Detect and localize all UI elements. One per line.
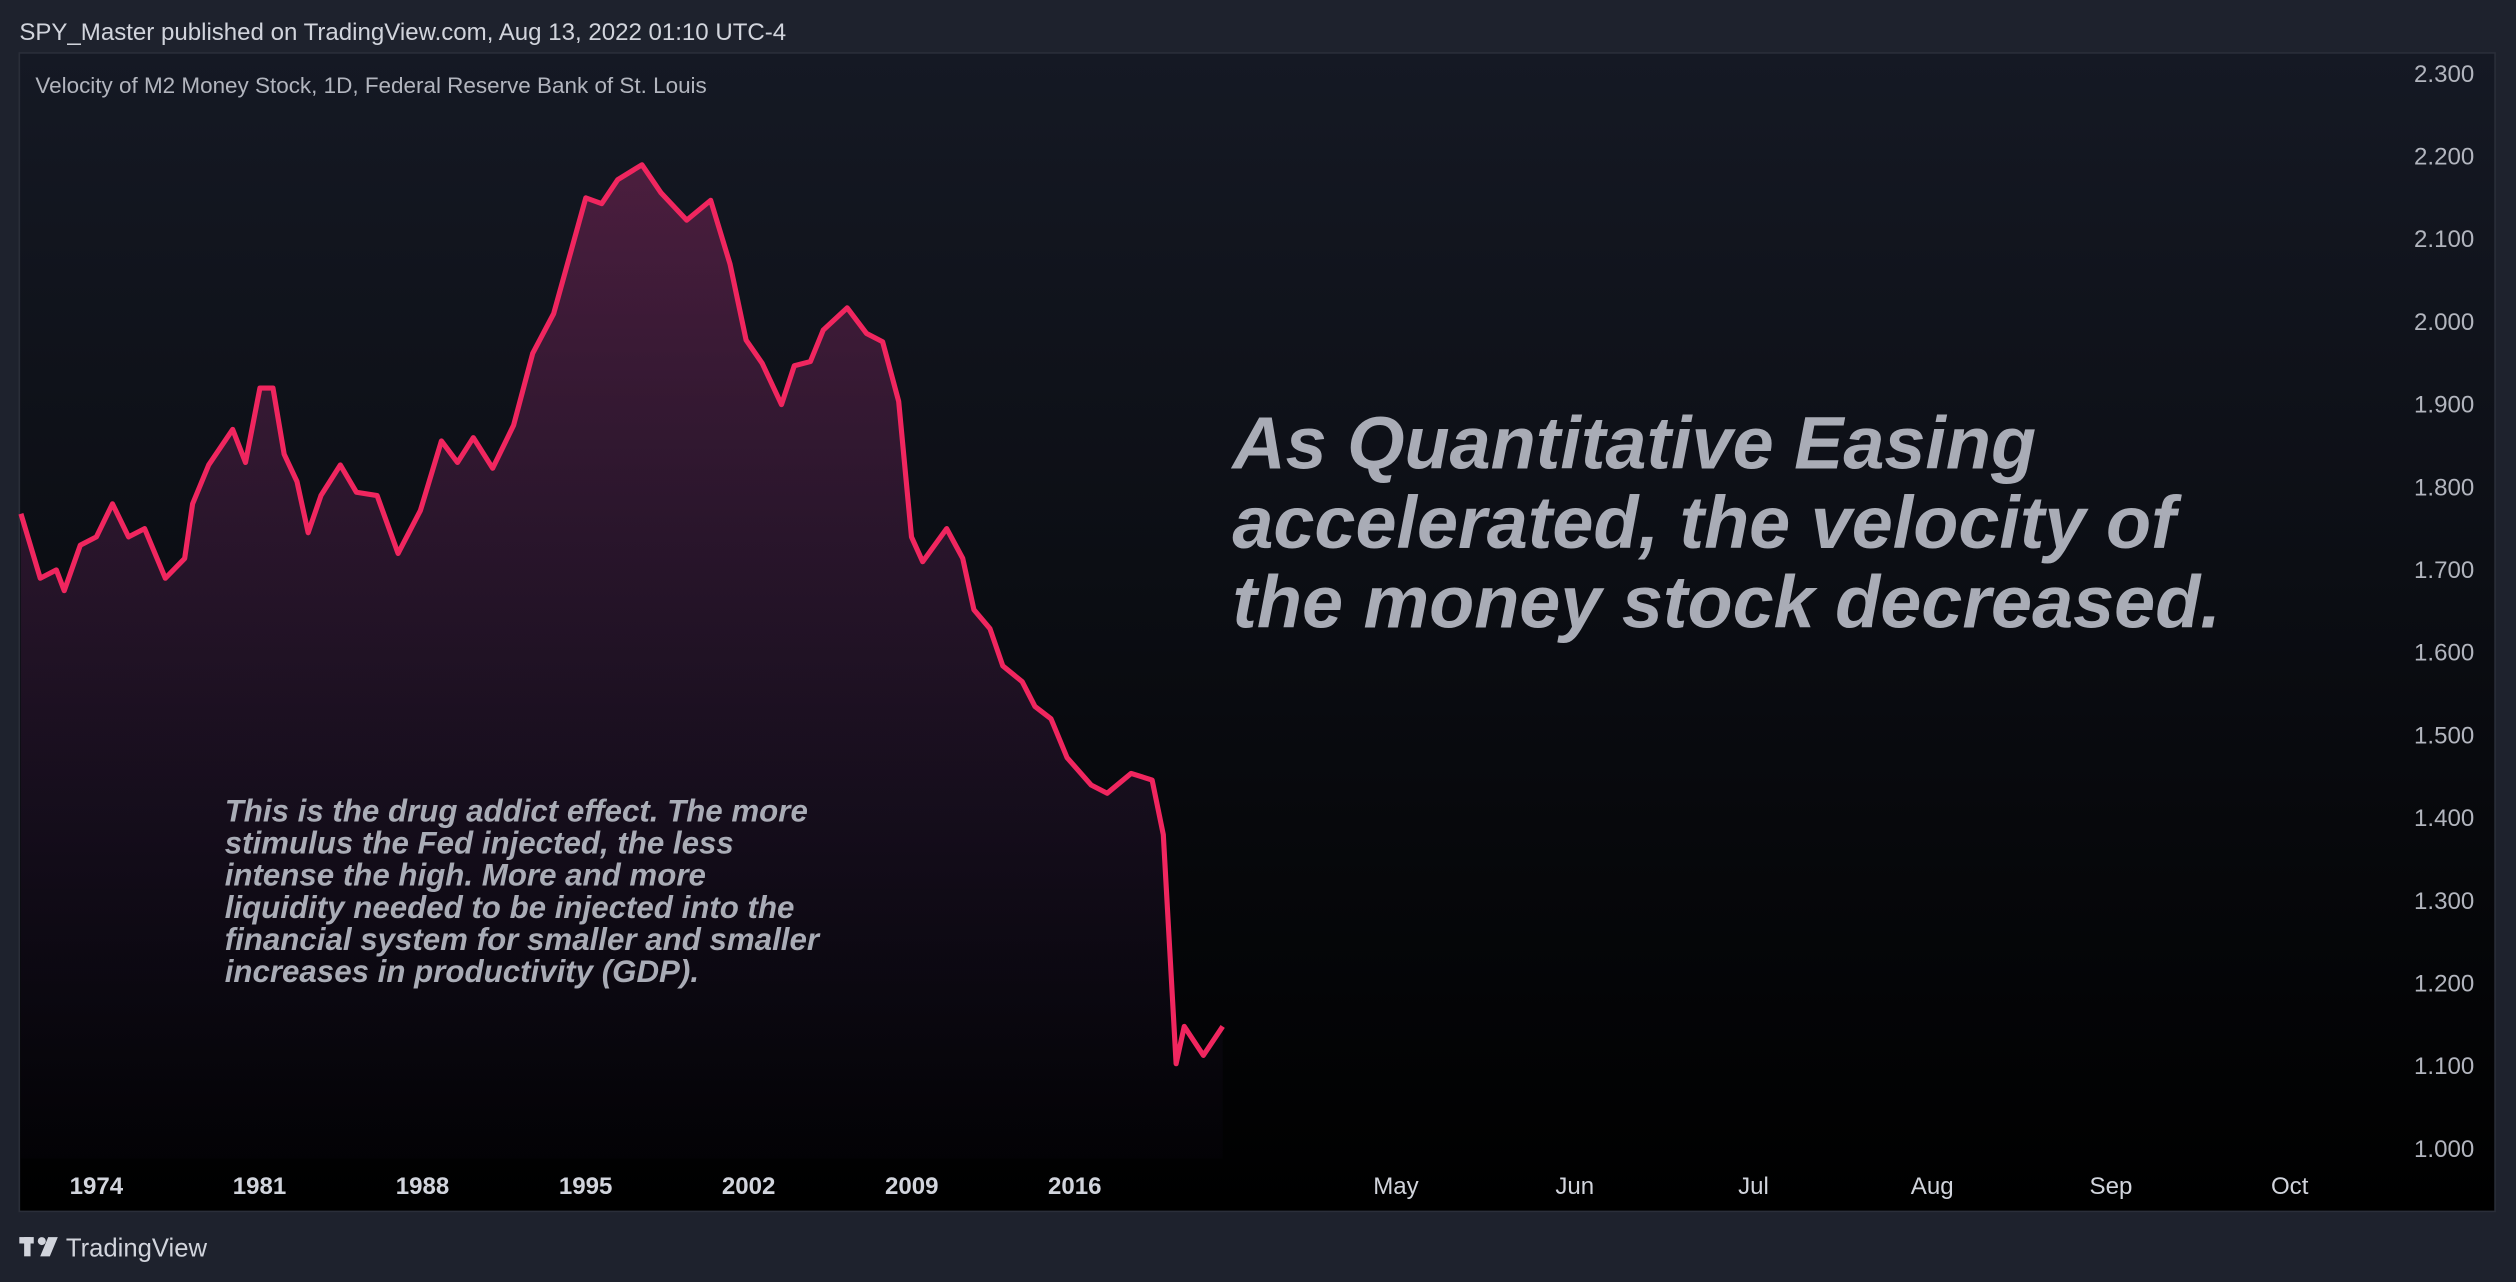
annotation-line: financial system for smaller and smaller (225, 922, 821, 957)
x-tick-label: 1995 (559, 1173, 612, 1200)
annotation-line: accelerated, the velocity of (1232, 481, 2182, 564)
line (18, 162, 1225, 1067)
legend: Velocity of M2 Money Stock, 1D, Federal … (35, 73, 706, 98)
y-tick-label: 1.500 (2414, 722, 2474, 749)
plot: 2.300 2.200 2.100 2.000 1.900 1.800 1.700 1.600… (18, 61, 2474, 1200)
x-month-label: Oct (2271, 1173, 2309, 1200)
header: SPY_Master published on TradingView.com,… (19, 19, 786, 46)
x-tick-label: 2002 (722, 1173, 776, 1200)
area-fill (20, 164, 1223, 1159)
y-tick-label: 2.000 (2414, 309, 2474, 336)
x-month-label: Jul (1738, 1173, 1769, 1200)
y-tick-label: 1.800 (2414, 474, 2474, 501)
y-tick-label: 1.300 (2414, 888, 2474, 915)
annotation-line: stimulus the Fed injected, the less (225, 826, 734, 861)
x-tick-label: 1988 (396, 1173, 450, 1200)
logo (19, 1237, 58, 1257)
y-tick-label: 2.300 (2414, 61, 2474, 88)
annotation-line: This is the drug addict effect. The more (225, 794, 808, 829)
x-month-label: May (1373, 1173, 1418, 1200)
y-tick-label: 1.400 (2414, 805, 2474, 832)
annotation-line: increases in productivity (GDP). (225, 954, 699, 989)
y-tick-label: 1.100 (2414, 1053, 2474, 1080)
x-tick-label: 2009 (885, 1173, 939, 1200)
y-tick-label: 1.000 (2414, 1136, 2474, 1163)
y-axis: 2.300 2.200 2.100 2.000 1.900 1.800 1.700 1.600… (2414, 61, 2474, 1163)
y-tick-label: 2.200 (2414, 144, 2474, 171)
annotation-line: liquidity needed to be injected into the (225, 890, 795, 925)
annotation-line: As Quantitative Easing (1230, 402, 2036, 485)
y-tick-label: 1.200 (2414, 970, 2474, 997)
y-tick-label: 1.900 (2414, 392, 2474, 419)
y-tick-label: 2.100 (2414, 226, 2474, 253)
annotation-line: the money stock decreased. (1232, 560, 2220, 643)
x-month-label: Jun (1555, 1173, 1594, 1200)
annotation-line: intense the high. More and more (225, 858, 706, 893)
x-tick-label: 1974 (70, 1173, 124, 1200)
y-tick-label: 1.700 (2414, 557, 2474, 584)
x-tick-label: 2016 (1048, 1173, 1102, 1200)
x-month-label: Sep (2090, 1173, 2133, 1200)
footer-brand: TradingView (66, 1234, 208, 1262)
x-tick-label: 1981 (233, 1173, 287, 1200)
y-tick-label: 1.600 (2414, 640, 2474, 667)
x-month-label: Aug (1911, 1173, 1954, 1200)
